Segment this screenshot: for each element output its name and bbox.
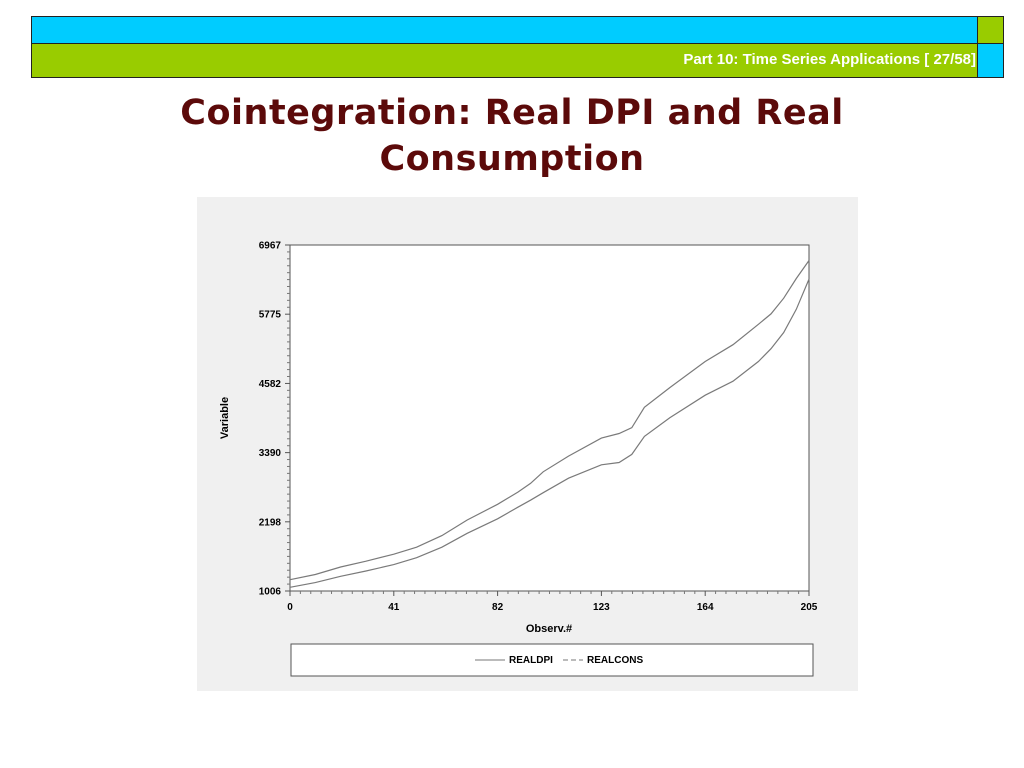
y-tick-label: 1006 <box>259 587 282 598</box>
x-axis-label: Observ.# <box>526 623 572 635</box>
x-tick-label: 123 <box>593 602 610 613</box>
slide-title-line-2: Consumption <box>379 139 645 179</box>
legend-box <box>290 643 814 677</box>
series-lines <box>289 260 810 588</box>
x-tick-label: 41 <box>388 602 400 613</box>
y-tick-label: 6967 <box>259 241 282 252</box>
y-tick-label: 4582 <box>259 379 282 390</box>
header-band-cyan <box>31 16 978 43</box>
legend-label-realdpi: REALDPI <box>509 655 553 666</box>
y-tick-label: 3390 <box>259 448 282 459</box>
y-axis: 1006 2198 3390 4582 5775 6967 <box>259 241 290 598</box>
series-line-realdpi <box>289 260 810 581</box>
legend: REALDPI REALCONS <box>475 655 643 666</box>
x-tick-label: 205 <box>801 602 818 613</box>
legend-label-realcons: REALCONS <box>587 655 643 666</box>
slide-header-label: Part 10: Time Series Applications [ 27/5… <box>683 51 976 68</box>
header-square-green <box>977 16 1004 43</box>
y-axis-label: Variable <box>219 397 231 439</box>
x-tick-label: 164 <box>697 602 714 613</box>
slide-title: Cointegration: Real DPI and Real Consump… <box>112 90 912 182</box>
plot-area <box>289 244 810 592</box>
series-line-realcons <box>289 278 810 588</box>
header-band-green <box>31 43 978 78</box>
header-square-cyan <box>977 43 1004 78</box>
y-tick-label: 2198 <box>259 517 282 528</box>
slide-title-line-1: Cointegration: Real DPI and Real <box>180 93 844 133</box>
y-tick-label: 5775 <box>259 310 282 321</box>
x-axis: 0 41 82 123 164 205 <box>287 591 818 613</box>
x-tick-label: 0 <box>287 602 293 613</box>
x-tick-label: 82 <box>492 602 504 613</box>
chart-panel: 1006 2198 3390 4582 5775 6967 0 41 82 123 164 205 … <box>197 197 858 691</box>
